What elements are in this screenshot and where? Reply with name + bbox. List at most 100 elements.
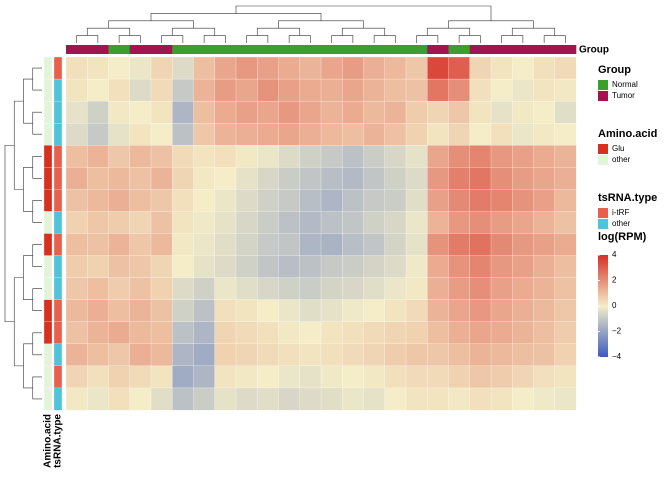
heatmap-cell [87, 343, 109, 367]
heatmap-cell [87, 255, 109, 279]
annotation-label: Group [579, 45, 609, 56]
heatmap-cell [257, 365, 279, 389]
legend-label: Glu [612, 144, 624, 153]
annotation-label: Amino.acid [43, 414, 54, 468]
heatmap-cell [342, 255, 364, 279]
heatmap-cell [235, 343, 258, 367]
heatmap-cell [554, 277, 577, 301]
heatmap-cell [490, 321, 513, 345]
heatmap-cell [214, 78, 237, 102]
legend-swatch [598, 91, 608, 101]
heatmap-cell [65, 100, 88, 124]
heatmap-cell [448, 123, 471, 146]
row-annotation-cell [53, 255, 63, 279]
row-annotation-cell [53, 189, 63, 212]
heatmap-cell [533, 365, 556, 389]
heatmap-cell [554, 100, 577, 124]
heatmap-cell [193, 100, 216, 124]
heatmap-cell [108, 167, 131, 190]
heatmap-cell [299, 255, 322, 279]
heatmap-cell [469, 123, 492, 146]
heatmap-cell [257, 167, 279, 190]
heatmap-cell [384, 56, 407, 80]
heatmap-cell [320, 233, 343, 257]
row-annotation-cell [43, 321, 53, 345]
group-cell [66, 45, 88, 54]
heatmap-cell [405, 211, 428, 234]
heatmap-cell [150, 387, 173, 411]
heatmap-cell [554, 387, 577, 411]
heatmap-cell [172, 211, 194, 234]
heatmap-cell [214, 343, 237, 367]
group-cell [554, 45, 577, 54]
heatmap-cell [448, 167, 471, 190]
heatmap-cell [533, 167, 556, 190]
heatmap-cell [554, 123, 577, 146]
heatmap-cell [512, 189, 534, 212]
group-cell [533, 45, 556, 54]
heatmap-cell [235, 56, 258, 80]
heatmap-cell [490, 78, 513, 102]
heatmap-cell [469, 299, 492, 323]
heatmap-cell [490, 145, 513, 168]
heatmap-cell [320, 211, 343, 234]
heatmap-cell [108, 277, 131, 301]
heatmap-cell [342, 233, 364, 257]
heatmap-cell [235, 277, 258, 301]
heatmap-cell [278, 277, 301, 301]
group-cell [491, 45, 513, 54]
heatmap-cell [235, 321, 258, 345]
heatmap-cell [129, 78, 152, 102]
legend-title: Group [598, 64, 631, 76]
heatmap-cell [299, 123, 322, 146]
heatmap-cell [172, 233, 194, 257]
heatmap-cell [193, 387, 216, 411]
annotation-label: tsRNA.type [53, 414, 64, 468]
heatmap-cell [214, 211, 237, 234]
heatmap-cell [363, 321, 386, 345]
heatmap-cell [193, 167, 216, 190]
heatmap-cell [363, 167, 386, 190]
heatmap-cell [299, 321, 322, 345]
heatmap-cell [257, 321, 279, 345]
heatmap-cell [193, 277, 216, 301]
group-cell [512, 45, 534, 54]
heatmap-cell [512, 233, 534, 257]
heatmap-cell [384, 255, 407, 279]
heatmap-cell [405, 145, 428, 168]
group-cell [342, 45, 364, 54]
heatmap-cell [65, 189, 88, 212]
row-annotation-cell [53, 123, 63, 146]
heatmap-cell [278, 365, 301, 389]
heatmap-cell [214, 321, 237, 345]
heatmap-cell [87, 100, 109, 124]
colorbar-tick-label: 2 [612, 276, 617, 285]
heatmap-cell [65, 277, 88, 301]
heatmap-cell [469, 233, 492, 257]
heatmap-cell [214, 100, 237, 124]
heatmap-cell [65, 167, 88, 190]
heatmap-cell [342, 100, 364, 124]
row-annotation-cell [43, 365, 53, 389]
heatmap-cell [193, 123, 216, 146]
heatmap-cell [448, 365, 471, 389]
heatmap-cell [278, 321, 301, 345]
heatmap-cell [65, 78, 88, 102]
heatmap-cell [299, 343, 322, 367]
heatmap-cell [65, 233, 88, 257]
heatmap-cell [320, 167, 343, 190]
heatmap-cell [405, 343, 428, 367]
heatmap-cell [320, 321, 343, 345]
heatmap-cell [384, 145, 407, 168]
legend-swatch [598, 219, 608, 229]
heatmap-cell [257, 299, 279, 323]
heatmap-cell [490, 167, 513, 190]
heatmap-cell [533, 343, 556, 367]
heatmap-cell [533, 100, 556, 124]
heatmap-cell [214, 387, 237, 411]
heatmap-cell [235, 211, 258, 234]
heatmap-cell [65, 211, 88, 234]
heatmap-cell [150, 255, 173, 279]
heatmap-cell [363, 277, 386, 301]
heatmap-cell [129, 211, 152, 234]
